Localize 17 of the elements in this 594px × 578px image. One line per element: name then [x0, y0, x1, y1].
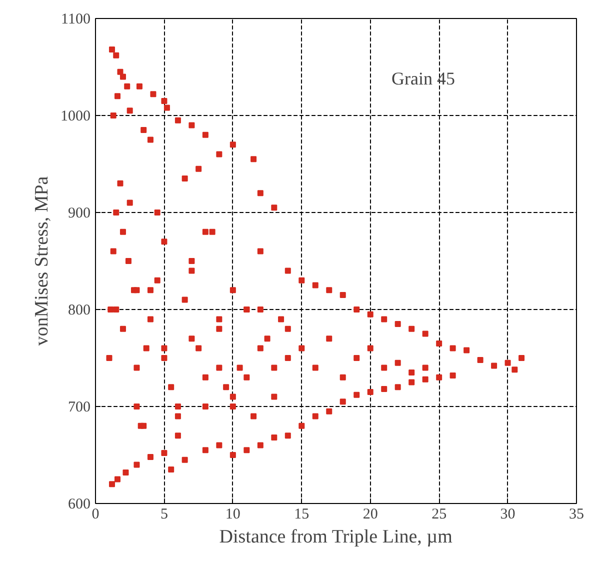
x-tick-label: 30: [500, 506, 516, 522]
x-tick-label: 35: [569, 506, 584, 522]
y-tick-label: 700: [68, 400, 90, 416]
x-tick-label: 10: [225, 506, 240, 522]
x-tick-label: 15: [294, 506, 310, 522]
x-axis-title: Distance from Triple Line, µm: [219, 526, 453, 548]
y-tick-label: 1000: [60, 108, 90, 124]
y-tick-label: 600: [68, 496, 90, 512]
annotation: Grain 45: [392, 68, 455, 88]
x-tick-label: 20: [362, 506, 378, 522]
y-axis-title: vonMises Stress, MPa: [32, 176, 52, 346]
x-tick-label: 5: [160, 506, 168, 522]
x-tick-label: 25: [432, 506, 447, 522]
y-tick-label: 800: [68, 302, 90, 318]
y-tick-label: 1100: [61, 12, 91, 28]
x-tick-label: 0: [92, 506, 100, 522]
y-tick-label: 900: [68, 206, 90, 222]
